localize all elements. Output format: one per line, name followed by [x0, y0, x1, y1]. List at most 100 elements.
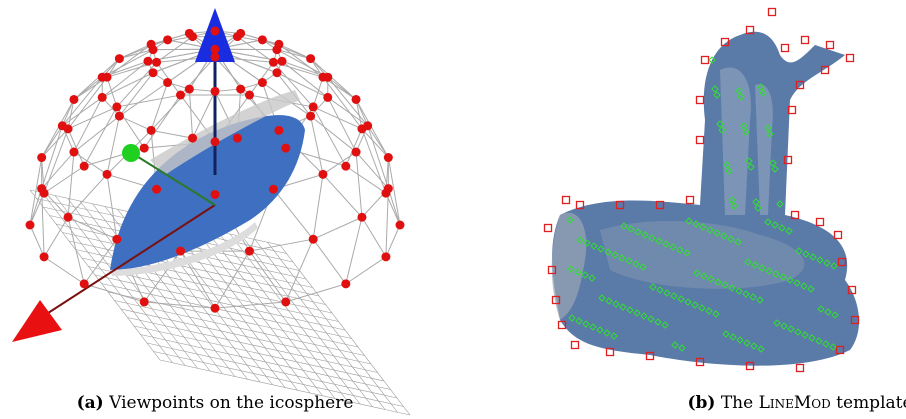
wire: [68, 217, 84, 284]
viewpoint: [152, 185, 161, 194]
caption-label: (a): [77, 393, 104, 413]
viewpoint: [58, 121, 67, 130]
viewpoint: [245, 91, 254, 100]
viewpoint: [309, 235, 318, 244]
caption-label: (b): [687, 393, 715, 413]
viewpoint: [309, 102, 318, 111]
viewpoint: [306, 112, 315, 121]
viewpoint: [269, 185, 278, 194]
linemod-panel: [545, 9, 860, 372]
wire: [119, 116, 151, 130]
viewpoint: [341, 162, 350, 171]
viewpoint: [352, 148, 361, 157]
viewpoint: [396, 221, 405, 230]
viewpoint: [211, 137, 220, 146]
contour-point: [697, 97, 704, 104]
wire: [356, 152, 362, 217]
viewpoint: [211, 45, 220, 54]
viewpoint: [281, 297, 290, 306]
viewpoint: [272, 68, 281, 77]
object-body: [552, 32, 859, 366]
viewpoint: [281, 144, 290, 153]
viewpoint: [163, 35, 172, 44]
viewpoint: [352, 95, 361, 104]
caption-name: LineMod: [759, 393, 831, 413]
contour-point: [697, 137, 704, 144]
viewpoint: [149, 68, 158, 77]
viewpoint: [306, 54, 315, 63]
grid-line: [255, 240, 385, 410]
contour-point: [847, 55, 854, 62]
viewpoint: [318, 170, 327, 179]
wire: [151, 83, 167, 131]
viewpoint: [176, 247, 185, 256]
viewpoint: [357, 213, 366, 222]
viewpoint: [115, 54, 124, 63]
viewpoint: [236, 85, 245, 94]
viewpoint: [236, 29, 245, 38]
figure: (a) Viewpoints on the icosphere (b) The …: [0, 0, 906, 419]
viewpoint: [211, 53, 220, 62]
wire: [189, 89, 192, 138]
wire: [313, 217, 362, 239]
icosphere-panel: [12, 8, 410, 415]
caption-text: The: [721, 393, 753, 413]
viewpoint: [211, 304, 220, 313]
viewpoint: [274, 126, 283, 135]
contour-point: [782, 45, 789, 52]
viewpoint: [98, 73, 107, 82]
viewpoint: [149, 45, 158, 54]
viewpoint: [115, 112, 124, 121]
viewpoint: [384, 184, 393, 193]
wire: [323, 174, 362, 217]
wire: [68, 152, 74, 217]
viewpoint: [80, 162, 89, 171]
viewpoint: [211, 27, 220, 36]
viewpoint: [64, 213, 73, 222]
wire: [84, 107, 117, 166]
contour-point: [702, 57, 709, 64]
viewpoint: [37, 153, 46, 162]
viewpoint: [163, 78, 172, 87]
viewpoint: [185, 29, 194, 38]
wire: [386, 225, 400, 257]
wire: [44, 217, 68, 257]
viewpoint: [40, 252, 49, 261]
viewpoint: [188, 134, 197, 143]
axis-arrow: [12, 300, 62, 342]
wire: [286, 239, 313, 302]
contour-point: [797, 365, 804, 372]
viewpoint: [37, 184, 46, 193]
contour-point: [817, 219, 824, 226]
viewpoint: [258, 35, 267, 44]
viewpoint: [363, 121, 372, 130]
viewpoint: [211, 190, 220, 199]
viewpoint: [26, 221, 35, 230]
viewpoint: [381, 252, 390, 261]
contour-point: [563, 197, 570, 204]
wire: [313, 239, 346, 284]
viewpoint: [112, 102, 121, 111]
wire: [151, 130, 192, 138]
wire: [362, 129, 386, 193]
wire: [144, 302, 215, 308]
caption-b: (b) The LineMod template: [687, 393, 906, 413]
caption-a: (a) Viewpoints on the icosphere: [77, 393, 354, 413]
caption-text: template: [836, 393, 906, 413]
wire: [346, 217, 362, 284]
grid-line: [147, 343, 397, 398]
viewpoint: [185, 85, 194, 94]
grid-line: [141, 335, 391, 390]
viewpoint: [384, 153, 393, 162]
contour-point: [687, 197, 694, 204]
caption-text: Viewpoints on the icosphere: [108, 393, 353, 413]
wire: [362, 217, 386, 257]
contour-point: [545, 225, 552, 232]
viewpoint: [211, 87, 220, 96]
viewpoint: [245, 247, 254, 256]
wire: [313, 174, 323, 239]
axis-ball: [122, 144, 140, 162]
viewpoint: [323, 73, 332, 82]
viewpoint: [80, 279, 89, 288]
viewpoint: [152, 58, 161, 67]
